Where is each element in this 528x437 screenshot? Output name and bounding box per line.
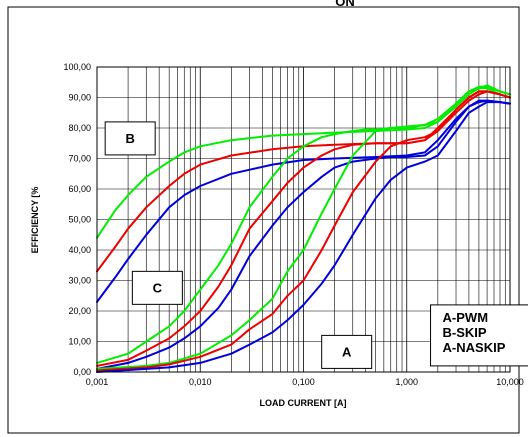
annotation-label-B: B (125, 131, 134, 146)
y-tick-label: 10,00 (68, 337, 91, 347)
annotation-box-C (131, 270, 183, 305)
y-tick-label: 40,00 (68, 245, 91, 255)
annotation-label-C: C (153, 280, 163, 295)
plot-border (96, 66, 511, 373)
x-tick-label: 0,010 (189, 377, 212, 387)
x-tick-label: 10,000 (496, 377, 524, 387)
y-tick-label: 20,00 (68, 306, 91, 316)
y-tick-label: 70,00 (68, 154, 91, 164)
annotations: B C A (104, 121, 373, 369)
y-tick-label: 80,00 (68, 123, 91, 133)
tick-labels: 0,0010,0020,0030,0040,0050,0060,0070,008… (63, 62, 523, 387)
legend-frame (430, 304, 528, 367)
series-line-7 (96, 84, 511, 370)
x-tick-label: 0,100 (292, 377, 315, 387)
series-group (96, 84, 511, 373)
y-tick-label: 50,00 (68, 215, 91, 225)
y-tick-label: 0,00 (73, 367, 91, 377)
series-line-9 (96, 101, 511, 373)
series-line-4 (96, 87, 511, 364)
legend-entry: A-PWM (443, 310, 489, 325)
series-line-5 (96, 90, 511, 367)
y-tick-label: 90,00 (68, 93, 91, 103)
y-tick-label: 100,00 (63, 62, 91, 72)
y-axis-title: EFFICIENCY [% (30, 187, 40, 254)
legend-entry: B-SKIP (443, 325, 487, 340)
annotation-box-A (321, 334, 373, 369)
series-line-6 (96, 99, 511, 370)
y-tick-label: 60,00 (68, 184, 91, 194)
annotation-box-B (104, 121, 156, 156)
annotation-label-A: A (342, 344, 352, 359)
chart-frame (7, 6, 520, 434)
series-line-8 (96, 90, 511, 372)
y-tick-label: 30,00 (68, 276, 91, 286)
x-axis-title: LOAD CURRENT [A] (260, 398, 347, 408)
x-tick-label: 0,001 (86, 377, 109, 387)
x-tick-label: 1,000 (395, 377, 418, 387)
legend-entry: A-NASKIP (443, 340, 506, 355)
top-text-fragment: ON (335, 0, 355, 9)
